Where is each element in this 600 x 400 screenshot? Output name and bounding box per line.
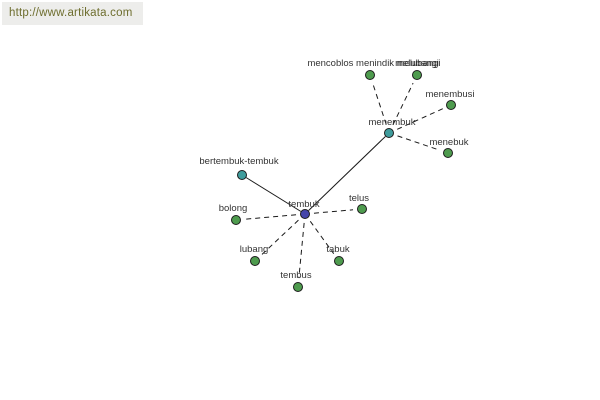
graph-node-label-tabuk: tabuk: [326, 244, 349, 255]
graph-edge-tembuk-telus: [313, 209, 354, 214]
graph-node-melubangi[interactable]: [412, 70, 422, 80]
site-url-text: http://www.artikata.com: [9, 7, 133, 19]
graph-edge-tembuk-bertembuk-tembuk: [245, 177, 302, 212]
graph-edge-menembuk-menebuk: [397, 135, 440, 151]
graph-node-telus[interactable]: [357, 204, 367, 214]
graph-node-tabuk[interactable]: [334, 256, 344, 266]
graph-node-tembuk[interactable]: [300, 209, 310, 219]
graph-node-label-def-mencoblos-menindik-melubangi: mencoblos menindik melubangi: [307, 58, 440, 69]
graph-node-tembus[interactable]: [293, 282, 303, 292]
graph-node-lubang[interactable]: [250, 256, 260, 266]
graph-node-label-tembus: tembus: [280, 270, 311, 281]
graph-node-label-menembusi: menembusi: [425, 89, 474, 100]
graph-edge-menembuk-melubangi: [392, 82, 414, 126]
graph-node-def-mencoblos-menindik-melubangi[interactable]: [365, 70, 375, 80]
graph-node-label-menebuk: menebuk: [429, 137, 468, 148]
graph-node-menebuk[interactable]: [443, 148, 453, 158]
graph-node-label-telus: telus: [349, 193, 369, 204]
graph-node-label-menembuk: menembuk: [369, 117, 416, 128]
graph-edge-tembuk-tabuk: [309, 220, 335, 255]
graph-edge-menembuk-def-mencoblos-menindik-melubangi: [372, 83, 387, 125]
graph-edge-tembuk-bolong: [244, 214, 297, 220]
graph-node-label-melubangi: melubangi: [395, 58, 439, 69]
graph-edge-tembuk-tembus: [298, 222, 305, 279]
graph-node-label-bertembuk-tembuk: bertembuk-tembuk: [199, 156, 278, 167]
graph-node-label-lubang: lubang: [240, 244, 269, 255]
graph-node-menembuk[interactable]: [384, 128, 394, 138]
graph-node-label-tembuk: tembuk: [288, 199, 319, 210]
graph-edge-tembuk-menembuk: [308, 136, 386, 211]
graph-node-label-bolong: bolong: [219, 203, 248, 214]
graph-node-menembusi[interactable]: [446, 100, 456, 110]
graph-node-bolong[interactable]: [231, 215, 241, 225]
site-url-link[interactable]: http://www.artikata.com: [2, 2, 143, 25]
graph-node-bertembuk-tembuk[interactable]: [237, 170, 247, 180]
